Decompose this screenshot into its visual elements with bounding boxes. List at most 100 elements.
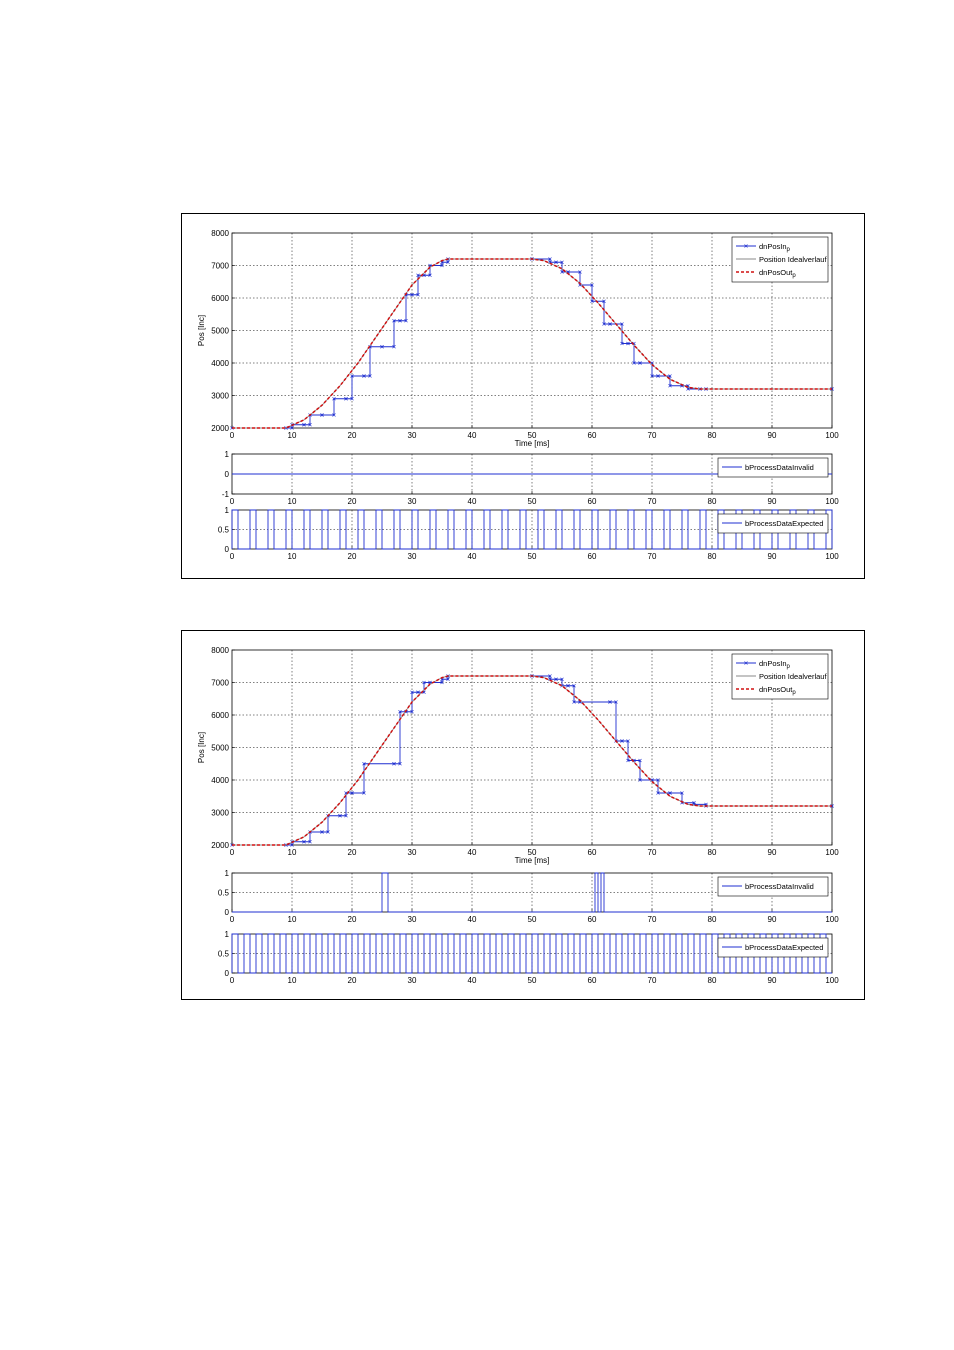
legend: bProcessDataExpected [717,937,829,958]
x-tick-label: 100 [825,915,839,924]
series-marker [632,361,636,365]
legend-label: Position Idealverlauf [759,255,827,264]
x-tick-label: 100 [825,552,839,561]
x-tick-label: 70 [648,552,657,561]
x-axis-label: Time [ms] [515,439,550,448]
series-marker [680,791,684,795]
y-axis-label: Pos [Inc] [197,732,206,763]
series-marker [332,413,336,417]
series-marker [656,374,660,378]
series-marker [560,677,564,681]
y-tick-label: 1 [225,506,230,515]
x-tick-label: 40 [468,848,477,857]
x-tick-label: 40 [468,552,477,561]
panel-2-2: 0 10 20 30 40 50 60 70 80 90 100 0 0.5 1 bProcessDataI… [218,869,839,924]
legend-subscript: p [787,247,791,253]
y-tick-label: 2000 [211,424,229,433]
legend-label: bProcessDataInvalid [745,882,814,891]
series-marker [440,263,444,268]
x-tick-label: 90 [768,976,777,985]
x-tick-label: 60 [588,431,597,440]
x-tick-label: 40 [468,431,477,440]
legend-label: bProcessDataExpected [745,519,823,528]
y-tick-label: 5000 [211,744,229,753]
series-marker [422,680,426,685]
x-tick-label: 40 [468,497,477,506]
series-marker [428,273,432,277]
y-tick-label: 8000 [211,229,229,238]
y-tick-label: 1 [225,930,230,939]
series-marker [344,397,348,401]
x-tick-label: 80 [708,976,717,985]
series-marker [554,260,558,264]
x-tick-label: 90 [768,915,777,924]
x-tick-label: 20 [348,552,357,561]
series-line-dnPosOut [232,258,832,429]
x-tick-label: 0 [230,848,235,857]
y-axis-label: Pos [Inc] [197,315,206,346]
y-tick-label: 0 [225,545,230,554]
series-line-dnPosOut [232,675,832,846]
x-tick-label: 80 [708,848,717,857]
legend-box [731,653,829,700]
series-marker [392,762,396,766]
legend: dnPosInp Position Idealverlauf dnPosOutp [731,236,829,283]
x-tick-label: 30 [408,848,417,857]
x-tick-label: 30 [408,552,417,561]
x-tick-label: 50 [528,431,537,440]
series-marker [398,710,402,714]
x-tick-label: 70 [648,915,657,924]
series-marker [638,778,642,782]
x-tick-label: 0 [230,552,235,561]
x-tick-label: 20 [348,915,357,924]
series-marker [620,341,624,346]
legend-box [731,236,829,283]
series-line-bProcessDataInvalid [232,872,832,913]
legend-box [717,876,829,897]
series-marker [368,374,372,378]
series-marker [362,791,366,795]
series-marker [614,700,618,704]
x-tick-label: 100 [825,431,839,440]
panel-2-1: 0 10 20 30 40 50 60 70 80 90 100 2000 3000 4000 5000 60… [197,646,839,865]
y-tick-label: 1 [225,450,230,459]
series-marker [548,674,552,678]
series-marker [404,319,408,323]
series-marker [446,260,450,264]
x-tick-label: 40 [468,915,477,924]
x-tick-label: 10 [288,431,297,440]
series-marker [398,762,402,766]
x-tick-label: 100 [825,497,839,506]
series-marker [320,830,324,834]
x-tick-label: 70 [648,431,657,440]
legend-subscript: p [792,273,796,279]
series-marker [362,762,366,766]
legend-box [717,513,829,534]
x-tick-label: 10 [288,552,297,561]
y-tick-label: 0 [225,969,230,978]
series-marker [620,739,624,743]
series-marker [686,387,690,391]
figure-2-svg: 0 10 20 30 40 50 60 70 80 90 100200030004000500060… [197,646,839,985]
series-marker [308,423,312,427]
x-tick-label: 40 [468,976,477,985]
series-marker [392,319,396,323]
x-tick-label: 30 [408,915,417,924]
series-marker [290,843,294,847]
x-tick-label: 80 [708,552,717,561]
x-tick-label: 80 [708,497,717,506]
series-marker [398,319,402,323]
series-marker [446,677,450,681]
y-tick-label: 0 [225,470,230,479]
x-tick-label: 60 [588,497,597,506]
series-marker [602,299,606,303]
x-tick-label: 10 [288,915,297,924]
x-tick-label: 50 [528,497,537,506]
series-marker [620,322,624,326]
x-tick-label: 0 [230,915,235,924]
series-marker [602,322,606,326]
y-tick-label: 0.5 [218,950,230,959]
series-marker [332,397,336,401]
series-marker [362,374,366,378]
series-marker [668,374,672,378]
